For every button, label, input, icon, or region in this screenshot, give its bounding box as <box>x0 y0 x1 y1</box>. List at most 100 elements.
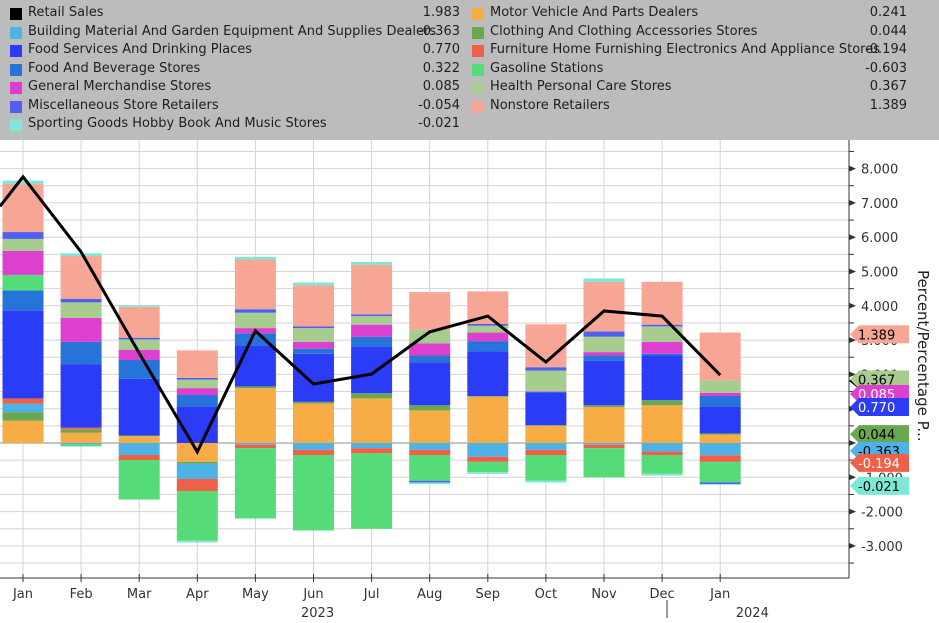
bar-segment[interactable] <box>176 463 218 480</box>
bar-segment[interactable] <box>176 377 218 380</box>
bar-segment[interactable] <box>176 491 218 541</box>
bar-segment[interactable] <box>60 298 102 303</box>
bar-segment[interactable] <box>293 348 334 354</box>
legend-item[interactable]: Building Material And Garden Equipment A… <box>10 24 460 43</box>
bar-segment[interactable] <box>351 316 393 325</box>
bar-segment[interactable] <box>2 250 44 275</box>
bar-segment[interactable] <box>118 306 160 338</box>
bar-segment[interactable] <box>583 336 625 353</box>
bar-segment[interactable] <box>293 455 334 531</box>
bar-segment[interactable] <box>2 274 44 291</box>
bar-segment[interactable] <box>641 451 683 456</box>
bar-segment[interactable] <box>699 484 741 485</box>
bar-segment[interactable] <box>525 391 567 392</box>
bar-segment[interactable] <box>293 449 334 456</box>
bar-segment[interactable] <box>699 461 741 483</box>
bar-segment[interactable] <box>525 391 567 393</box>
bar-segment[interactable] <box>351 443 393 449</box>
bar-segment[interactable] <box>118 435 160 437</box>
bar-segment[interactable] <box>60 429 102 433</box>
bar-segment[interactable] <box>118 305 160 307</box>
bar-segment[interactable] <box>467 323 509 326</box>
legend-item[interactable]: Furniture Home Furnishing Electronics An… <box>472 42 907 61</box>
retail-sales-polyline[interactable] <box>0 174 722 456</box>
bar-segment[interactable] <box>293 282 334 286</box>
bar-segment[interactable] <box>60 364 102 428</box>
bar-segment[interactable] <box>351 264 393 315</box>
bar-segment[interactable] <box>467 396 509 397</box>
bar-segment[interactable] <box>409 405 451 411</box>
bar-segment[interactable] <box>118 436 160 443</box>
bar-segment[interactable] <box>409 343 451 356</box>
bar-segment[interactable] <box>641 400 683 406</box>
bar-segment[interactable] <box>699 455 741 462</box>
legend-item[interactable]: Miscellaneous Store Retailers -0.054 <box>10 98 460 117</box>
bar-segment[interactable] <box>583 448 625 478</box>
bar-segment[interactable] <box>351 453 393 529</box>
legend-item[interactable]: Nonstore Retailers 1.389 <box>472 98 907 117</box>
bar-segment[interactable] <box>409 292 451 330</box>
bar-segment[interactable] <box>351 393 393 399</box>
bar-segment[interactable] <box>176 379 218 389</box>
bar-segment[interactable] <box>234 259 276 310</box>
bar-segment[interactable] <box>60 443 102 445</box>
bar-segment[interactable] <box>699 482 741 485</box>
bar-segment[interactable] <box>641 443 683 452</box>
bar-segment[interactable] <box>60 317 102 342</box>
bar-segment[interactable] <box>409 480 451 483</box>
bar-segment[interactable] <box>293 401 334 404</box>
bar-segment[interactable] <box>293 443 334 450</box>
bar-segment[interactable] <box>118 339 160 350</box>
bar-segment[interactable] <box>409 410 451 443</box>
bar-segment[interactable] <box>60 432 102 443</box>
bar-segment[interactable] <box>2 310 44 399</box>
bar-segment[interactable] <box>118 455 160 461</box>
bar-segment[interactable] <box>293 353 334 402</box>
bar-segment[interactable] <box>118 443 160 456</box>
bar-segment[interactable] <box>409 355 451 363</box>
bar-segment[interactable] <box>467 461 509 473</box>
bar-segment[interactable] <box>699 433 741 435</box>
bar-segment[interactable] <box>641 473 683 476</box>
bar-segment[interactable] <box>699 332 741 381</box>
bar-segment[interactable] <box>525 324 567 368</box>
bar-segment[interactable] <box>351 448 393 454</box>
bar-segment[interactable] <box>234 448 276 519</box>
bar-segment[interactable] <box>2 180 44 185</box>
bar-segment[interactable] <box>60 341 102 365</box>
bar-segment[interactable] <box>351 261 393 265</box>
bar-segment[interactable] <box>293 328 334 342</box>
bar-segment[interactable] <box>467 332 509 342</box>
bar-segment[interactable] <box>2 238 44 251</box>
bar-segment[interactable] <box>409 362 451 406</box>
bar-segment[interactable] <box>409 482 451 485</box>
legend-item[interactable]: Retail Sales 1.983 <box>10 5 460 24</box>
bar-segment[interactable] <box>467 443 509 457</box>
bar-segment[interactable] <box>234 444 276 449</box>
bar-segment[interactable] <box>467 341 509 352</box>
bar-segment[interactable] <box>351 336 393 347</box>
bar-segment[interactable] <box>234 443 276 445</box>
bar-segment[interactable] <box>467 351 509 397</box>
bar-segment[interactable] <box>351 324 393 337</box>
bar-segment[interactable] <box>176 540 218 543</box>
bar-segment[interactable] <box>699 434 741 443</box>
bar-segment[interactable] <box>583 406 625 443</box>
bar-segment[interactable] <box>467 396 509 443</box>
bar-segment[interactable] <box>2 290 44 311</box>
bar-segment[interactable] <box>641 455 683 474</box>
bar-segment[interactable] <box>467 472 509 474</box>
bar-segment[interactable] <box>583 443 625 445</box>
bar-segment[interactable] <box>176 479 218 492</box>
bar-segment[interactable] <box>525 443 567 450</box>
bar-segment[interactable] <box>118 337 160 340</box>
bar-segment[interactable] <box>60 444 102 447</box>
bar-segment[interactable] <box>525 480 567 483</box>
bar-segment[interactable] <box>118 460 160 500</box>
bar-segment[interactable] <box>525 370 567 392</box>
legend-item[interactable]: Clothing And Clothing Accessories Stores… <box>472 24 907 43</box>
bar-segment[interactable] <box>351 346 393 394</box>
bar-segment[interactable] <box>641 281 683 325</box>
bar-segment[interactable] <box>2 184 44 233</box>
bar-segment[interactable] <box>583 405 625 407</box>
